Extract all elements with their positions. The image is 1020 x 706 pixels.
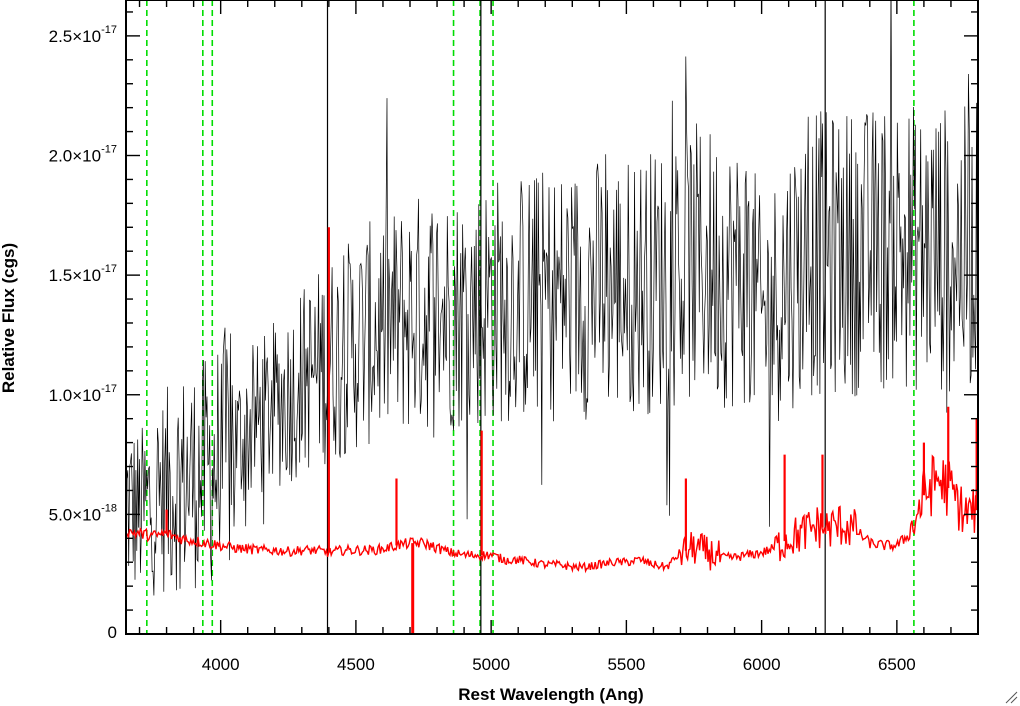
model-spectrum-group xyxy=(126,227,978,634)
x-tick-label: 4500 xyxy=(337,655,375,674)
model-spectrum-line xyxy=(126,454,978,574)
y-axis-title: Relative Flux (cgs) xyxy=(0,243,18,393)
y-tick-label: 1.5×10-17 xyxy=(49,263,117,285)
y-tick-label: 2.5×10-17 xyxy=(49,24,117,46)
y-tick-label: 1.0×10-17 xyxy=(49,383,117,405)
plot-frame xyxy=(125,0,979,635)
x-tick-label: 5000 xyxy=(472,655,510,674)
x-tick-label: 5500 xyxy=(607,655,645,674)
resize-grip-icon[interactable] xyxy=(1004,690,1018,704)
y-tick-label: 0 xyxy=(108,623,117,642)
x-tick-label: 6500 xyxy=(878,655,916,674)
y-tick-label: 2.0×10-17 xyxy=(49,144,117,166)
y-tick-label: 5.0×10-18 xyxy=(49,502,117,524)
observed-spectrum-line xyxy=(126,0,978,596)
axis-ticks xyxy=(126,0,979,635)
x-axis-title: Rest Wavelength (Ang) xyxy=(458,685,643,704)
x-tick-labels: 4000 4500 5000 5500 6000 6500 xyxy=(202,655,916,674)
x-tick-label: 6000 xyxy=(743,655,781,674)
reference-line-group xyxy=(146,0,915,634)
y-tick-labels: 0 5.0×10-18 1.0×10-17 1.5×10-17 2.0×10-17 2.5… xyxy=(49,24,117,642)
x-tick-label: 4000 xyxy=(202,655,240,674)
